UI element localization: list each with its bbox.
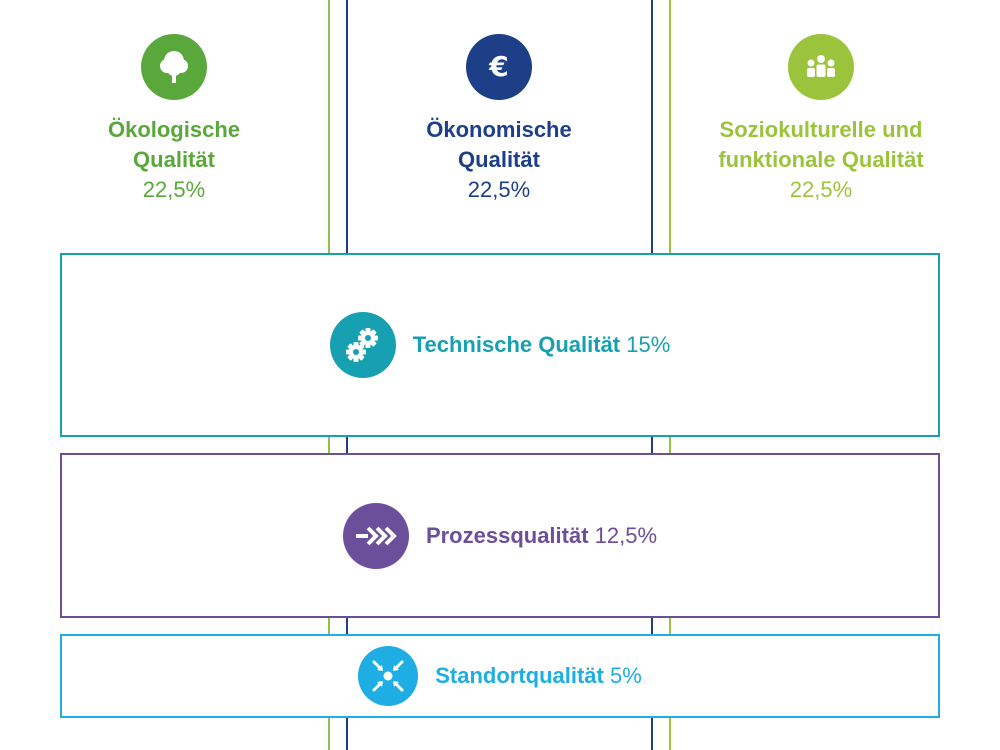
euro-icon: € bbox=[466, 34, 532, 100]
people-icon bbox=[788, 34, 854, 100]
column-economic-quality: € Ökonomische Qualität 22,5% bbox=[349, 34, 649, 205]
tree-icon bbox=[141, 34, 207, 100]
location-arrows-icon bbox=[358, 646, 419, 706]
column-percent: 22,5% bbox=[789, 177, 853, 202]
column-title: Ökonomische bbox=[426, 117, 572, 142]
band-title: Prozessqualität bbox=[425, 522, 589, 548]
column-ecological-quality: Ökologische Qualität 22,5% bbox=[24, 34, 324, 205]
band-title: Technische Qualität bbox=[412, 332, 621, 357]
band-title: Standortqualität bbox=[435, 663, 604, 688]
column-title: Qualität bbox=[133, 147, 215, 172]
svg-text:€: € bbox=[488, 50, 508, 83]
band-location-quality: Standortqualität 5% bbox=[60, 634, 940, 718]
band-percent: 5% bbox=[610, 663, 642, 688]
column-percent: 22,5% bbox=[142, 177, 206, 202]
column-percent: 22,5% bbox=[467, 177, 531, 202]
column-sociocultural-quality: Soziokulturelle und funktionale Qualität… bbox=[671, 34, 971, 205]
gears-icon bbox=[329, 312, 396, 378]
band-process-quality: Prozessqualität 12,5% bbox=[60, 453, 940, 618]
column-title: funktionale Qualität bbox=[718, 147, 924, 172]
column-title: Qualität bbox=[458, 147, 540, 172]
band-percent: 12,5% bbox=[594, 522, 658, 548]
band-percent: 15% bbox=[626, 332, 671, 357]
arrows-icon bbox=[342, 502, 409, 569]
column-title: Ökologische bbox=[107, 117, 241, 142]
band-technical-quality: Technische Qualität 15% bbox=[60, 253, 940, 437]
column-title: Soziokulturelle und bbox=[719, 117, 923, 142]
